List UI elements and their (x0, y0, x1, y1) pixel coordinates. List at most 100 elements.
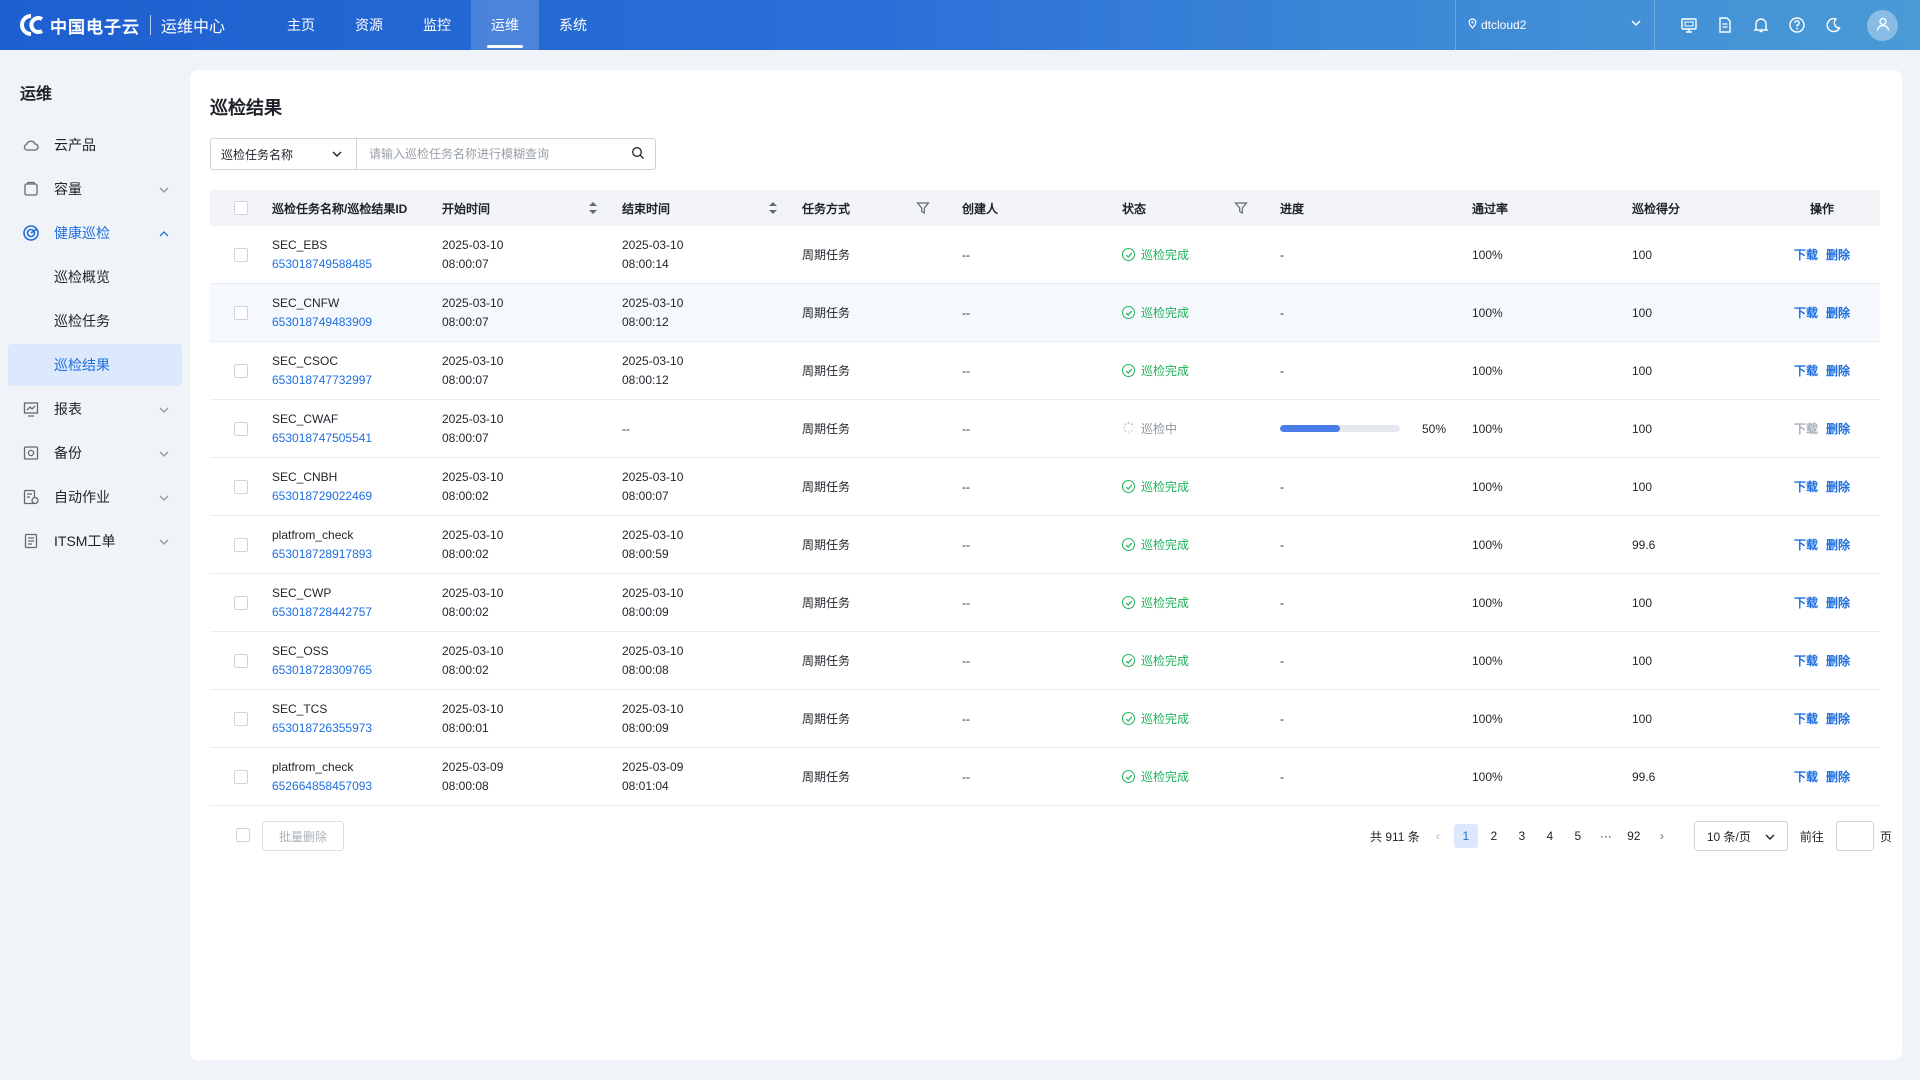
delete-link[interactable]: 删除 (1826, 480, 1851, 494)
row-checkbox[interactable] (234, 363, 248, 378)
sidebar-item-backup[interactable]: 备份 (8, 432, 182, 474)
batch-select-checkbox[interactable] (236, 828, 250, 842)
download-link[interactable]: 下载 (1794, 480, 1819, 494)
filter-icon[interactable] (1234, 201, 1248, 218)
result-id-link[interactable]: 653018749483909 (272, 314, 373, 329)
sidebar-item-label: 云产品 (54, 137, 96, 153)
download-link[interactable]: 下载 (1794, 364, 1819, 378)
bell-icon[interactable] (1752, 16, 1770, 34)
sidebar-item-reports[interactable]: 报表 (8, 388, 182, 430)
download-link[interactable]: 下载 (1794, 654, 1819, 668)
sidebar-sub-inspection-tasks[interactable]: 巡检任务 (54, 313, 110, 329)
table-row[interactable]: platfrom_check 652664858457093 2025-03-09 0… (210, 748, 1880, 806)
sidebar-item-automation[interactable]: 自动作业 (8, 476, 182, 518)
sort-icon[interactable] (588, 201, 598, 218)
sidebar-sub-inspection-results[interactable]: 巡检结果 (8, 344, 182, 386)
table-row[interactable]: SEC_CWP 653018728442757 2025-03-10 08:00:02… (210, 574, 1880, 632)
page-92[interactable]: 92 (1627, 829, 1641, 843)
result-id-link[interactable]: 652664858457093 (272, 778, 373, 793)
result-id-link[interactable]: 653018728309765 (272, 662, 373, 677)
batch-delete-button[interactable]: 批量删除 (262, 821, 344, 851)
row-checkbox[interactable] (234, 769, 248, 784)
table-row[interactable]: SEC_OSS 653018728309765 2025-03-10 08:00:02… (210, 632, 1880, 690)
page-size-select[interactable]: 10 条/页 (1693, 821, 1788, 851)
delete-link[interactable]: 删除 (1826, 654, 1851, 668)
result-id-link[interactable]: 653018729022469 (272, 488, 373, 503)
download-link[interactable]: 下载 (1794, 306, 1819, 320)
task-mode-cell: 周期任务 (802, 480, 851, 494)
table-row[interactable]: platfrom_check 653018728917893 2025-03-10 0… (210, 516, 1880, 574)
delete-link[interactable]: 删除 (1826, 538, 1851, 552)
delete-link[interactable]: 删除 (1826, 712, 1851, 726)
next-page-button[interactable]: › (1659, 829, 1664, 843)
page-1[interactable]: 1 (1453, 824, 1478, 848)
user-avatar[interactable] (1867, 10, 1898, 41)
filter-icon[interactable] (916, 201, 930, 218)
download-link[interactable]: 下载 (1794, 770, 1819, 784)
nav-operations[interactable]: 运维 (471, 0, 540, 50)
page-2[interactable]: 2 (1490, 829, 1498, 843)
moon-icon[interactable] (1824, 16, 1842, 34)
row-checkbox[interactable] (234, 595, 248, 610)
region-selector[interactable]: dtcloud2 (1455, 0, 1655, 50)
page-3[interactable]: 3 (1518, 829, 1526, 843)
nav-resources[interactable]: 资源 (355, 17, 384, 33)
search-button[interactable] (621, 139, 655, 169)
result-id-link[interactable]: 653018749588485 (272, 256, 373, 271)
download-link[interactable]: 下载 (1794, 422, 1819, 436)
nav-system[interactable]: 系统 (559, 17, 588, 33)
result-id-link[interactable]: 653018726355973 (272, 720, 373, 735)
download-link[interactable]: 下载 (1794, 712, 1819, 726)
search-field-select[interactable]: 巡检任务名称 (211, 139, 357, 169)
result-id-link[interactable]: 653018728442757 (272, 604, 373, 619)
table-row[interactable]: SEC_EBS 653018749588485 2025-03-10 08:00:07… (210, 226, 1880, 284)
download-link[interactable]: 下载 (1794, 538, 1819, 552)
row-checkbox[interactable] (234, 711, 248, 726)
download-link[interactable]: 下载 (1794, 596, 1819, 610)
actions-cell: 下载 删除 (1794, 458, 1858, 515)
sidebar-item-itsm[interactable]: ITSM工单 (8, 520, 182, 562)
delete-link[interactable]: 删除 (1826, 770, 1851, 784)
select-all-checkbox[interactable] (234, 201, 248, 215)
delete-link[interactable]: 删除 (1826, 596, 1851, 610)
row-checkbox[interactable] (234, 479, 248, 494)
table-row[interactable]: SEC_CNBH 653018729022469 2025-03-10 08:00:0… (210, 458, 1880, 516)
search-input[interactable] (357, 139, 621, 169)
result-id-link[interactable]: 653018747732997 (272, 372, 373, 387)
sidebar-item-health-inspection[interactable]: 健康巡检 (8, 212, 182, 254)
end-date: 2025-03-10 (622, 643, 684, 658)
page-5[interactable]: 5 (1574, 829, 1582, 843)
delete-link[interactable]: 删除 (1826, 422, 1851, 436)
row-checkbox[interactable] (234, 537, 248, 552)
page-4[interactable]: 4 (1546, 829, 1554, 843)
goto-page-input[interactable] (1835, 821, 1874, 851)
result-id-link[interactable]: 653018728917893 (272, 546, 373, 561)
row-checkbox[interactable] (234, 653, 248, 668)
screen-icon[interactable] (1680, 16, 1698, 34)
row-checkbox[interactable] (234, 247, 248, 262)
nav-home[interactable]: 主页 (287, 17, 316, 33)
page-ellipsis[interactable]: ··· (1599, 829, 1612, 843)
sidebar-sub-inspection-overview[interactable]: 巡检概览 (54, 269, 110, 285)
delete-link[interactable]: 删除 (1826, 248, 1851, 262)
delete-link[interactable]: 删除 (1826, 364, 1851, 378)
help-icon[interactable] (1788, 16, 1806, 34)
prev-page-button[interactable]: ‹ (1435, 829, 1440, 843)
table-row[interactable]: SEC_CNFW 653018749483909 2025-03-10 08:00:0… (210, 284, 1880, 342)
result-id-link[interactable]: 653018747505541 (272, 430, 373, 445)
brand-logo[interactable]: 中国电子云 运维中心 (0, 0, 225, 50)
score-cell: 100 (1632, 595, 1653, 610)
sidebar-item-cloud-products[interactable]: 云产品 (8, 124, 182, 166)
table-row[interactable]: SEC_TCS 653018726355973 2025-03-10 08:00:01… (210, 690, 1880, 748)
task-mode-cell: 周期任务 (802, 422, 851, 436)
download-link[interactable]: 下载 (1794, 248, 1819, 262)
sort-icon[interactable] (768, 201, 778, 218)
sidebar-item-capacity[interactable]: 容量 (8, 168, 182, 210)
delete-link[interactable]: 删除 (1826, 306, 1851, 320)
row-checkbox[interactable] (234, 305, 248, 320)
nav-monitoring[interactable]: 监控 (423, 17, 452, 33)
table-row[interactable]: SEC_CSOC 653018747732997 2025-03-10 08:00:0… (210, 342, 1880, 400)
row-checkbox[interactable] (234, 421, 248, 436)
document-icon[interactable] (1716, 16, 1734, 34)
table-row[interactable]: SEC_CWAF 653018747505541 2025-03-10 08:00:0… (210, 400, 1880, 458)
